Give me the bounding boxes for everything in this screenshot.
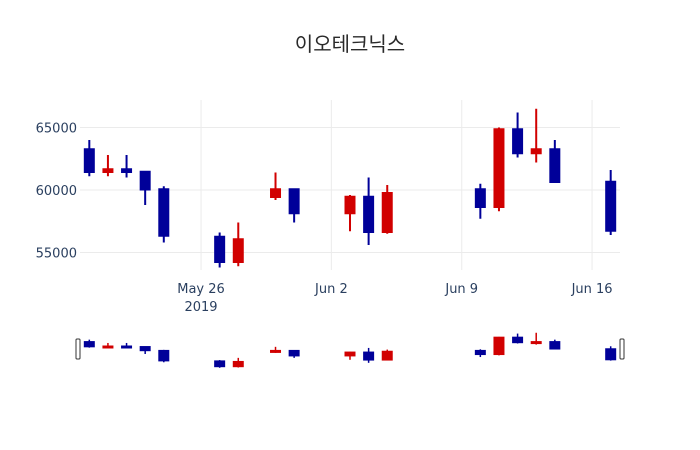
candle[interactable] bbox=[381, 185, 393, 234]
x-tick-label: Jun 16 bbox=[571, 282, 613, 297]
candle[interactable] bbox=[493, 127, 505, 212]
rangeslider-candle[interactable] bbox=[474, 349, 486, 358]
rangeslider-candle[interactable] bbox=[605, 346, 617, 361]
rangeslider-candle[interactable] bbox=[512, 333, 524, 344]
candle[interactable] bbox=[270, 172, 282, 201]
rangeslider-right-handle[interactable] bbox=[619, 338, 625, 360]
range-slider[interactable] bbox=[75, 332, 625, 368]
rangeslider-candle[interactable] bbox=[158, 349, 170, 363]
candle[interactable] bbox=[549, 140, 561, 183]
rangeslider-candle[interactable] bbox=[288, 349, 300, 358]
candle[interactable] bbox=[363, 177, 375, 246]
candle[interactable] bbox=[232, 222, 244, 267]
rangeslider-candle[interactable] bbox=[549, 339, 561, 350]
rangeslider-candle[interactable] bbox=[344, 351, 356, 360]
rangeslider-candle[interactable] bbox=[232, 357, 244, 368]
x-tick-label: May 26 bbox=[177, 282, 225, 297]
candle[interactable] bbox=[344, 195, 356, 232]
candle[interactable] bbox=[121, 155, 133, 178]
x-tick-label: Jun 2 bbox=[314, 282, 348, 297]
rangeslider-candle[interactable] bbox=[102, 342, 114, 349]
rangeslider-left-handle[interactable] bbox=[75, 338, 81, 360]
rangeslider-candle[interactable] bbox=[530, 332, 542, 345]
rangeslider-candle[interactable] bbox=[139, 346, 151, 354]
rangeslider-candle[interactable] bbox=[83, 339, 95, 348]
candle[interactable] bbox=[474, 183, 486, 219]
candle[interactable] bbox=[214, 232, 226, 268]
rangeslider-candle[interactable] bbox=[270, 346, 282, 353]
x-tick-label: Jun 9 bbox=[444, 282, 478, 297]
x-axis: May 26 2019 Jun 2 Jun 9 Jun 16 bbox=[177, 282, 612, 315]
candle[interactable] bbox=[102, 155, 114, 177]
y-tick-label: 55000 bbox=[36, 247, 77, 262]
y-axis: 55000 60000 65000 bbox=[36, 122, 77, 262]
candle[interactable] bbox=[83, 140, 95, 177]
rangeslider-candle[interactable] bbox=[121, 342, 133, 349]
rangeslider-candle[interactable] bbox=[493, 336, 505, 356]
candle[interactable] bbox=[139, 170, 151, 205]
candles-main[interactable] bbox=[83, 108, 617, 268]
candle[interactable] bbox=[530, 108, 542, 163]
chart-title: 이오테크닉스 bbox=[294, 32, 406, 56]
grid-lines bbox=[80, 100, 620, 270]
y-tick-label: 65000 bbox=[36, 122, 77, 137]
candle[interactable] bbox=[512, 112, 524, 158]
candle[interactable] bbox=[288, 188, 300, 223]
x-tick-year-label: 2019 bbox=[184, 300, 217, 315]
candle[interactable] bbox=[158, 186, 170, 243]
rangeslider-candle[interactable] bbox=[363, 347, 375, 363]
rangeslider-candle[interactable] bbox=[381, 349, 393, 361]
y-tick-label: 60000 bbox=[36, 184, 77, 199]
rangeslider-candle[interactable] bbox=[214, 360, 226, 368]
candle[interactable] bbox=[605, 170, 617, 235]
